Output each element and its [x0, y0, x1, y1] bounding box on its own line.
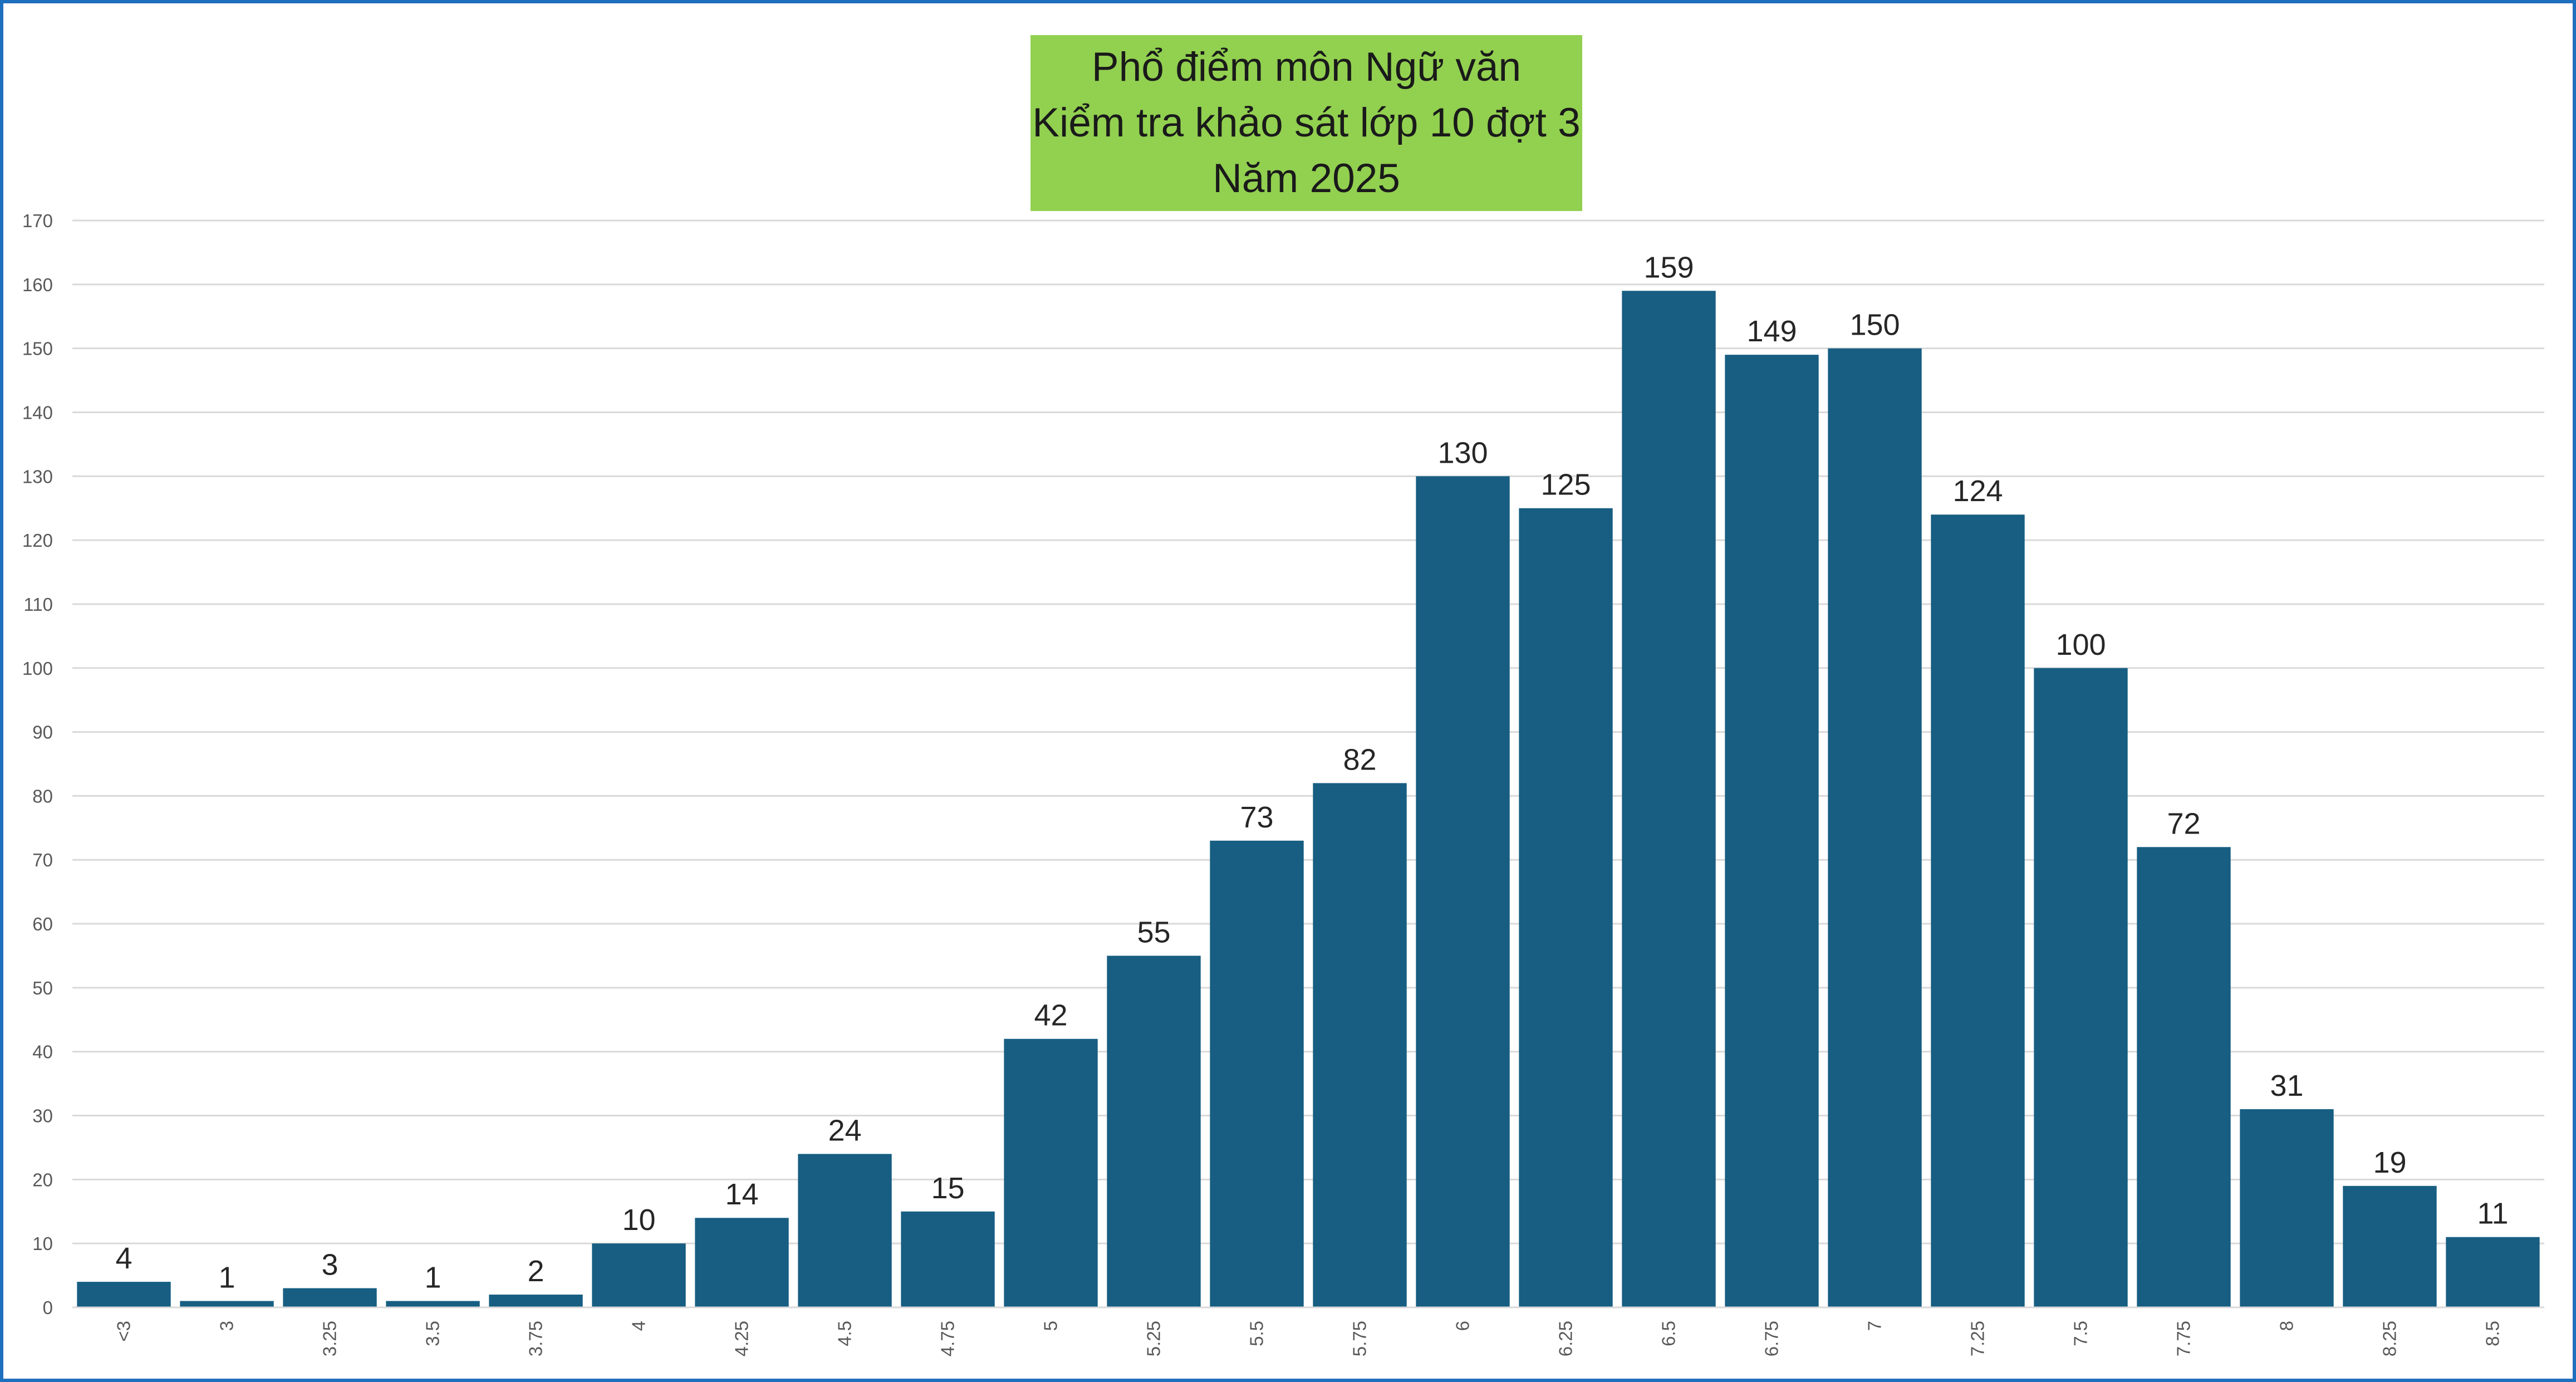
data-label: 42 — [1034, 999, 1067, 1032]
x-tick-label: <3 — [114, 1321, 134, 1342]
y-tick-label: 30 — [32, 1106, 53, 1126]
data-label: 4 — [115, 1242, 132, 1275]
y-tick-label: 80 — [32, 786, 53, 806]
data-label: 55 — [1137, 915, 1170, 949]
x-tick-label: 4.5 — [835, 1321, 855, 1346]
chart-title-line-3: Năm 2025 — [1213, 156, 1400, 201]
y-axis-ticks: 0 10 20 30 40 50 60 70 80 90 100 110 120 130 140 150 160… — [22, 210, 53, 1318]
x-tick-label: 8.5 — [2482, 1321, 2503, 1346]
y-tick-label: 160 — [22, 275, 53, 295]
y-tick-label: 130 — [22, 466, 53, 487]
y-tick-label: 0 — [43, 1297, 53, 1318]
y-tick-label: 150 — [22, 339, 53, 359]
data-label: 124 — [1952, 474, 2003, 508]
x-tick-label: 7 — [1864, 1321, 1885, 1331]
y-tick-label: 50 — [32, 978, 53, 998]
bar — [2446, 1237, 2540, 1307]
data-label: 2 — [527, 1254, 544, 1288]
y-tick-label: 20 — [32, 1169, 53, 1190]
bar — [1004, 1038, 1098, 1307]
bar — [489, 1295, 583, 1307]
y-tick-label: 170 — [22, 210, 53, 231]
data-label: 130 — [1437, 436, 1488, 469]
bar — [77, 1282, 171, 1307]
data-label: 82 — [1343, 743, 1376, 776]
x-tick-label: 6.5 — [1659, 1321, 1679, 1346]
x-tick-label: 6.25 — [1556, 1321, 1576, 1356]
data-label: 159 — [1643, 251, 1694, 284]
y-tick-label: 10 — [32, 1233, 53, 1254]
x-tick-label: 7.75 — [2173, 1321, 2194, 1356]
bar — [283, 1288, 377, 1307]
y-tick-label: 110 — [23, 594, 53, 615]
bar — [1931, 514, 2025, 1307]
data-label: 19 — [2373, 1146, 2406, 1179]
bars — [77, 291, 2540, 1308]
bar — [1725, 355, 1819, 1307]
bar — [180, 1301, 274, 1307]
y-tick-label: 100 — [22, 658, 53, 679]
data-label: 149 — [1746, 315, 1797, 348]
x-tick-label: 6.75 — [1762, 1321, 1782, 1356]
data-label: 14 — [725, 1178, 758, 1211]
data-label: 72 — [2167, 807, 2200, 840]
bar — [1313, 783, 1407, 1307]
bar — [798, 1154, 892, 1307]
x-tick-label: 3.25 — [320, 1321, 340, 1356]
bar — [2137, 847, 2231, 1307]
data-label: 150 — [1849, 308, 1900, 342]
bar — [695, 1218, 789, 1307]
bar — [1828, 348, 1922, 1308]
data-label: 3 — [321, 1248, 338, 1282]
bar — [2034, 668, 2128, 1307]
data-label: 1 — [424, 1261, 441, 1295]
chart-title-line-2: Kiểm tra khảo sát lớp 10 đợt 3 — [1032, 100, 1581, 145]
data-label: 10 — [622, 1203, 655, 1237]
x-tick-label: 5.75 — [1350, 1321, 1370, 1356]
x-tick-label: 3.75 — [526, 1321, 546, 1356]
data-label: 73 — [1240, 801, 1273, 834]
x-tick-label: 3.5 — [423, 1321, 443, 1346]
bar — [1107, 955, 1201, 1307]
bar — [2240, 1109, 2334, 1307]
x-tick-label: 5 — [1041, 1321, 1061, 1331]
data-label: 24 — [828, 1114, 861, 1147]
bar — [1416, 476, 1510, 1307]
x-tick-label: 4.75 — [938, 1321, 958, 1356]
y-tick-label: 70 — [32, 850, 53, 870]
y-tick-label: 120 — [22, 530, 53, 551]
x-tick-label: 4 — [629, 1321, 649, 1331]
bar — [901, 1211, 995, 1307]
x-tick-label: 7.25 — [1967, 1321, 1988, 1356]
y-tick-label: 140 — [22, 402, 53, 423]
data-label: 11 — [2477, 1197, 2508, 1231]
bar — [592, 1243, 686, 1307]
y-tick-label: 60 — [32, 914, 53, 934]
data-label: 15 — [931, 1172, 964, 1205]
x-axis-ticks: <3 3 3.25 3.5 3.75 4 4.25 4.5 4.75 5 5.25 5.5 5.75 6 6… — [114, 1321, 2503, 1356]
x-tick-label: 3 — [217, 1321, 237, 1331]
chart-title: Phổ điểm môn Ngữ văn Kiểm tra khảo sát l… — [1031, 35, 1582, 211]
x-tick-label: 5.5 — [1247, 1321, 1267, 1346]
bar — [2343, 1185, 2437, 1307]
bar — [1210, 840, 1304, 1307]
data-label: 125 — [1540, 468, 1591, 502]
bar — [386, 1301, 480, 1307]
x-tick-label: 7.5 — [2070, 1321, 2091, 1346]
bar — [1519, 508, 1613, 1308]
bar — [1622, 291, 1716, 1307]
chart-title-line-1: Phổ điểm môn Ngữ văn — [1091, 45, 1522, 90]
x-tick-label: 4.25 — [732, 1321, 752, 1356]
x-tick-label: 5.25 — [1144, 1321, 1164, 1356]
x-tick-label: 8.25 — [2379, 1321, 2400, 1356]
y-tick-label: 90 — [32, 722, 53, 743]
data-label: 1 — [218, 1261, 235, 1295]
x-tick-label: 8 — [2276, 1321, 2297, 1331]
y-tick-label: 40 — [32, 1042, 53, 1062]
data-label: 31 — [2270, 1069, 2303, 1102]
data-label: 100 — [2055, 628, 2106, 661]
x-tick-label: 6 — [1453, 1321, 1473, 1331]
